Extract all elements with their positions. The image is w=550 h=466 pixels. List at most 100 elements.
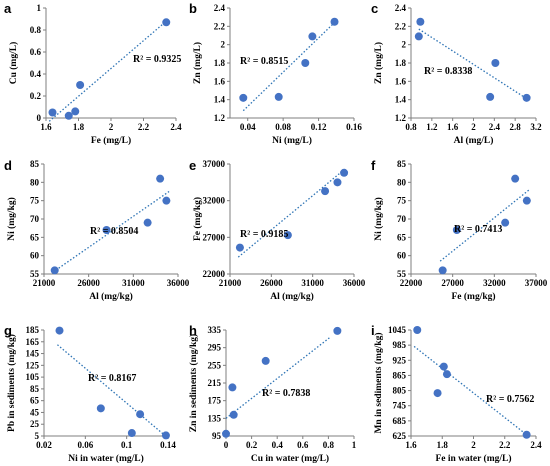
r2-label: R² = 0.9185	[240, 229, 288, 240]
y-tick-label: 65	[30, 396, 40, 406]
y-axis-title: Cu (mg/L)	[8, 42, 19, 85]
y-tick-label: 80	[397, 177, 407, 187]
x-axis-title: Fe (mg/kg)	[451, 291, 495, 302]
x-tick-label: 2.4	[170, 122, 182, 132]
data-point	[48, 108, 57, 117]
x-tick-label: 2.8	[510, 122, 522, 132]
panel-a: a 1.6 1.8 2 2.2 2.4 0 0.2 0.4 0.6 0.8 1 Fe (mg/L) Cu …	[4, 1, 182, 146]
x-tick-label: 31000	[301, 278, 324, 288]
data-point	[162, 18, 171, 27]
y-tick-label: 25	[30, 419, 40, 429]
y-tick-label: 75	[397, 196, 407, 206]
y-tick-label: 60	[30, 251, 40, 261]
data-point	[452, 226, 461, 234]
y-tick-label: 1.6	[214, 76, 226, 86]
y-tick-label: 95	[212, 431, 222, 441]
y-tick-label: 925	[393, 355, 407, 365]
data-point	[491, 59, 500, 67]
data-point	[308, 32, 317, 41]
data-point	[229, 410, 238, 419]
r2-label: R² = 0.9325	[133, 54, 181, 65]
x-axis-title: Cu in water (mg/L)	[251, 453, 329, 464]
y-axis-title: Fe (mg/kg)	[192, 197, 203, 241]
x-tick-label: 36000	[167, 278, 190, 288]
y-axis-title: Ni (mg/kg)	[6, 197, 17, 241]
x-tick-label: 36000	[343, 278, 366, 288]
data-point	[261, 356, 270, 365]
data-point	[442, 370, 451, 379]
y-tick-label: 1.4	[395, 95, 407, 105]
y-tick-label: 85	[30, 159, 40, 169]
panel-h: h 0 0.2 0.4 0.6 0.8 1 95 135 175 215 255 295 335 Cu in…	[188, 323, 357, 464]
data-point	[64, 111, 73, 120]
x-tick-label: 31000	[122, 278, 145, 288]
trendline	[57, 344, 166, 436]
y-tick-label: 135	[208, 413, 222, 423]
x-tick-label: 0.1	[121, 440, 133, 450]
y-tick-label: 685	[393, 416, 407, 426]
y-tick-label: 255	[208, 360, 222, 370]
x-tick-label: 2.4	[489, 122, 501, 132]
x-tick-label: 21000	[219, 278, 242, 288]
y-tick-label: 60	[397, 251, 407, 261]
x-tick-label: 0.8	[323, 440, 335, 450]
x-axis-title: Al (mg/kg)	[270, 291, 314, 302]
data-point	[162, 196, 171, 205]
x-tick-label: 0.8	[405, 122, 417, 132]
y-tick-label: 1.2	[214, 113, 226, 123]
y-axis-title: Zn (mg/L)	[192, 42, 203, 84]
y-tick-label: 185	[26, 325, 40, 335]
x-tick-label: 0.6	[297, 440, 309, 450]
y-tick-label: 70	[397, 214, 407, 224]
panel-letter: f	[371, 158, 376, 173]
x-axis-title: Ni in water (mg/L)	[68, 453, 144, 464]
panel-i: i 1.6 1.8 2 2.2 2.4 625 685 745 805 865 925 985 1045 F…	[371, 323, 542, 464]
x-axis-title: Ni (mg/L)	[272, 135, 312, 146]
trendline	[48, 20, 167, 122]
x-tick-label: 2.2	[138, 122, 150, 132]
y-tick-label: 0.2	[30, 91, 42, 101]
x-tick-label: 0.14	[160, 440, 176, 450]
trendline	[418, 28, 529, 101]
r2-label: R² = 0.7562	[486, 394, 534, 405]
panel-e: e 21000 26000 31000 36000 22000 27000 32000 3700…	[189, 158, 366, 302]
panel-f: f 22000 27000 32000 37000 55 60 65 70 75 80 85 Fe (m…	[371, 158, 548, 302]
y-tick-label: 215	[208, 378, 222, 388]
data-point	[239, 93, 248, 102]
x-tick-label: 1.2	[426, 122, 438, 132]
data-point	[330, 17, 339, 26]
trendline	[52, 190, 170, 273]
y-tick-label: 625	[393, 431, 407, 441]
y-tick-label: 295	[208, 343, 222, 353]
panel-letter: d	[4, 158, 12, 173]
data-point	[333, 326, 342, 335]
data-point	[416, 17, 425, 26]
y-tick-label: 65	[397, 232, 407, 242]
x-tick-label: 27000	[441, 278, 464, 288]
x-tick-label: 2.2	[499, 440, 511, 450]
y-tick-label: 1045	[388, 325, 407, 335]
y-axis-title: Zn (mg/L)	[373, 42, 384, 84]
r2-label: R² = 0.7838	[262, 388, 310, 399]
trendline	[242, 20, 337, 112]
panel-d: d 21000 26000 31000 36000 55 60 65 70 75 80 85 Al (m…	[4, 158, 190, 302]
x-tick-label: 21000	[33, 278, 56, 288]
y-tick-label: 0.4	[30, 69, 42, 79]
data-point	[127, 429, 136, 438]
y-axis-title: Pb in sediments (mg/kg)	[6, 334, 17, 432]
x-axis-title: Fe (mg/L)	[91, 135, 131, 146]
data-point	[501, 218, 510, 227]
data-point	[143, 218, 152, 227]
x-tick-label: 0.2	[246, 440, 258, 450]
x-tick-label: 0.08	[275, 122, 291, 132]
y-tick-label: 27000	[203, 232, 226, 242]
y-tick-label: 2.2	[214, 21, 226, 31]
x-tick-label: 2	[109, 122, 114, 132]
y-tick-label: 22000	[203, 269, 226, 279]
x-tick-label: 2	[471, 440, 476, 450]
data-point	[414, 32, 423, 41]
data-point	[102, 226, 111, 234]
x-tick-label: 1	[352, 440, 357, 450]
